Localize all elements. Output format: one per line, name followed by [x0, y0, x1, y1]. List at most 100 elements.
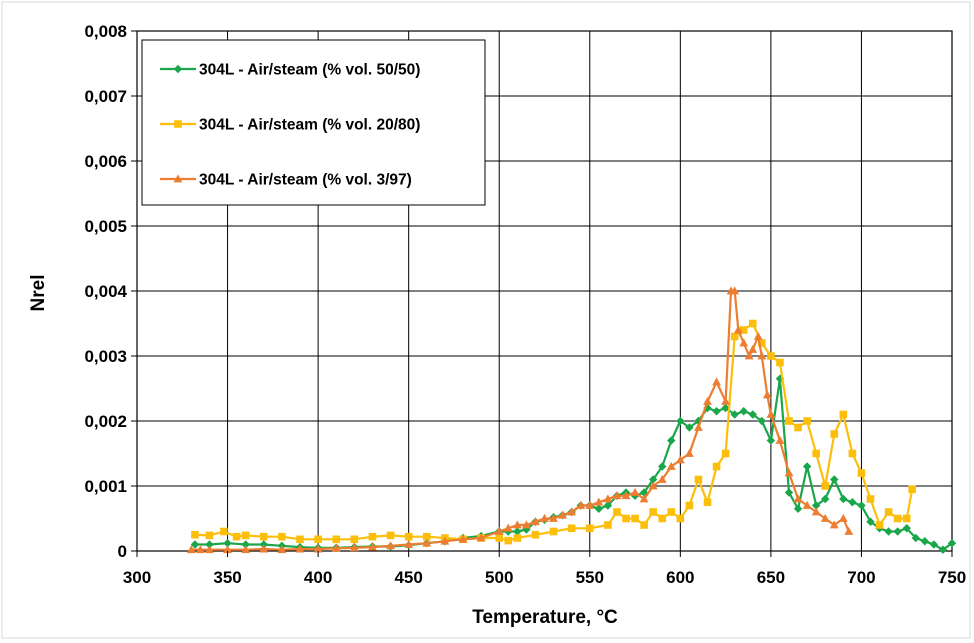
- data-point: [793, 494, 803, 503]
- data-point: [829, 520, 839, 529]
- legend-marker: [173, 174, 183, 183]
- data-point: [513, 534, 522, 542]
- data-point: [766, 409, 776, 418]
- data-point: [278, 532, 286, 541]
- legend-label: 304L - Air/steam (% vol. 50/50): [199, 62, 420, 79]
- data-point: [504, 536, 513, 545]
- data-point: [657, 474, 667, 483]
- data-point: [440, 536, 450, 545]
- legend-entry: 304L - Air/steam (% vol. 20/80): [160, 117, 420, 134]
- data-point: [703, 498, 712, 507]
- data-point: [784, 488, 794, 497]
- data-point: [612, 491, 622, 500]
- data-point: [685, 423, 694, 432]
- data-point: [802, 462, 812, 471]
- data-point: [676, 514, 685, 523]
- data-point: [893, 527, 902, 536]
- data-point: [331, 543, 341, 552]
- data-point: [694, 475, 703, 484]
- legend-entry: 304L - Air/steam (% vol. 50/50): [160, 62, 420, 79]
- data-point: [558, 510, 568, 519]
- x-tick-label: 700: [847, 568, 875, 587]
- data-point: [785, 417, 793, 425]
- data-point: [893, 514, 902, 523]
- data-point: [753, 331, 763, 340]
- data-point: [205, 531, 214, 540]
- data-point: [603, 501, 613, 510]
- data-point: [908, 485, 916, 494]
- data-point: [920, 537, 930, 546]
- series-2: [191, 319, 916, 545]
- data-point: [802, 500, 812, 509]
- data-point: [594, 504, 604, 513]
- data-point: [730, 286, 740, 295]
- data-point: [549, 527, 558, 536]
- data-point: [694, 422, 703, 431]
- data-point: [639, 488, 649, 497]
- data-point: [793, 504, 803, 513]
- data-point: [259, 544, 269, 553]
- data-point: [730, 410, 739, 419]
- data-point: [776, 358, 784, 367]
- data-point: [630, 487, 640, 496]
- x-tick-label: 450: [394, 568, 422, 587]
- data-point: [494, 526, 504, 535]
- data-point: [640, 521, 648, 529]
- data-point: [603, 494, 613, 503]
- data-point: [622, 514, 630, 523]
- data-point: [259, 532, 268, 541]
- data-point: [848, 498, 857, 507]
- data-point: [368, 542, 377, 551]
- data-point: [667, 436, 676, 445]
- data-point: [762, 390, 772, 399]
- data-point: [332, 535, 341, 544]
- data-point: [567, 507, 577, 516]
- y-tick-label: 0,008: [84, 22, 127, 41]
- y-tick-label: 0,001: [84, 477, 127, 496]
- data-point: [821, 494, 830, 504]
- data-point: [594, 497, 604, 506]
- legend-box: [141, 39, 486, 206]
- y-tick-label: 0,003: [84, 347, 127, 366]
- data-point: [866, 517, 875, 526]
- data-point: [585, 524, 594, 533]
- x-tick-label: 350: [213, 568, 241, 587]
- data-point: [758, 339, 766, 347]
- data-point: [576, 500, 586, 509]
- data-point: [748, 344, 758, 353]
- data-point: [775, 435, 785, 444]
- data-point: [223, 545, 232, 554]
- data-point: [648, 475, 658, 484]
- data-point: [241, 545, 251, 554]
- data-point: [349, 543, 359, 552]
- data-point: [350, 535, 359, 544]
- x-tick-label: 650: [757, 568, 785, 587]
- x-tick-label: 500: [485, 568, 513, 587]
- data-point: [195, 545, 205, 554]
- data-point: [902, 514, 911, 523]
- data-point: [739, 338, 749, 347]
- data-point: [739, 326, 748, 334]
- data-point: [844, 526, 854, 535]
- data-point: [830, 475, 839, 484]
- data-point: [884, 527, 893, 536]
- data-point: [241, 531, 250, 540]
- data-point: [296, 535, 304, 544]
- data-point: [721, 403, 730, 413]
- data-point: [676, 416, 685, 426]
- data-point: [733, 325, 743, 334]
- data-point: [902, 524, 911, 533]
- x-tick-label: 400: [304, 568, 332, 587]
- data-point: [241, 540, 250, 549]
- data-point: [712, 462, 721, 471]
- legend-marker: [173, 64, 183, 74]
- data-point: [929, 540, 939, 549]
- data-point: [757, 416, 767, 426]
- data-point: [190, 540, 200, 549]
- data-point: [875, 521, 884, 529]
- data-point: [295, 544, 305, 553]
- data-point: [404, 532, 413, 541]
- data-point: [766, 436, 776, 445]
